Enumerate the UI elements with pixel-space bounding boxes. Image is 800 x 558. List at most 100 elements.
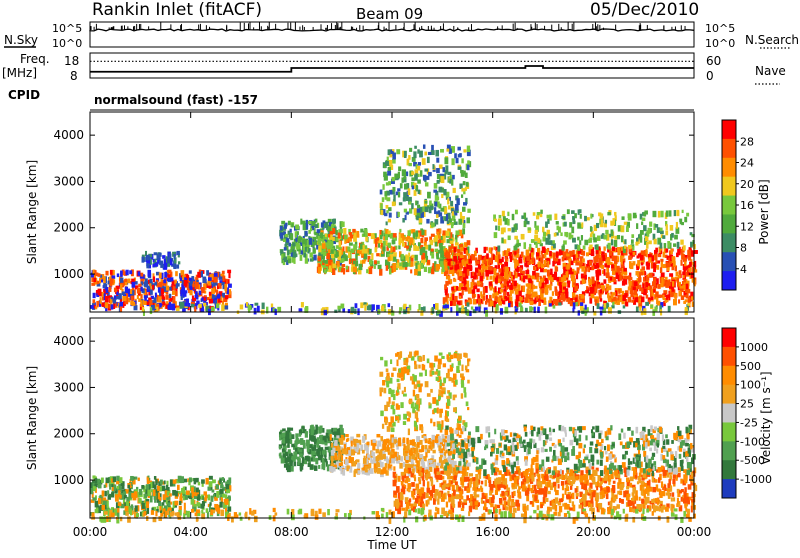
backscatter-cell: [102, 505, 105, 510]
backscatter-cell: [332, 237, 335, 241]
backscatter-cell: [467, 165, 470, 171]
backscatter-cell: [467, 407, 469, 410]
backscatter-cell: [459, 153, 461, 157]
backscatter-cell: [417, 166, 420, 171]
backscatter-cell: [674, 210, 676, 216]
backscatter-cell: [176, 283, 180, 286]
backscatter-cell: [305, 231, 308, 236]
backscatter-cell: [489, 287, 492, 291]
backscatter-cell: [331, 443, 333, 448]
backscatter-cell: [418, 365, 420, 369]
backscatter-cell: [424, 152, 427, 156]
backscatter-cell: [401, 378, 404, 381]
backscatter-cell: [654, 239, 657, 245]
backscatter-cell: [219, 276, 223, 279]
backscatter-cell: [442, 265, 445, 272]
backscatter-cell: [299, 308, 303, 311]
backscatter-cell: [295, 433, 298, 437]
backscatter-cell: [670, 291, 673, 297]
backscatter-cell: [323, 256, 325, 263]
backscatter-cell: [665, 230, 668, 235]
backscatter-cell: [411, 177, 415, 181]
backscatter-cell: [438, 389, 441, 395]
backscatter-cell: [209, 292, 212, 296]
backscatter-cell: [371, 233, 375, 239]
backscatter-cell: [445, 304, 449, 308]
backscatter-cell: [437, 174, 440, 179]
backscatter-cell: [443, 363, 446, 367]
backscatter-cell: [441, 216, 443, 221]
backscatter-cell: [403, 421, 406, 425]
backscatter-cell: [341, 258, 345, 262]
backscatter-cell: [543, 301, 546, 305]
backscatter-cell: [408, 355, 412, 358]
backscatter-cell: [621, 236, 624, 243]
backscatter-cell: [386, 210, 388, 213]
backscatter-cell: [567, 280, 571, 283]
backscatter-cell: [456, 158, 459, 163]
backscatter-cell: [191, 487, 194, 493]
backscatter-cell: [440, 149, 444, 153]
backscatter-cell: [521, 234, 525, 240]
backscatter-cell: [384, 360, 387, 366]
backscatter-cell: [287, 442, 289, 447]
backscatter-cell: [209, 502, 211, 506]
backscatter-cell: [179, 506, 182, 510]
backscatter-cell: [221, 482, 223, 487]
backscatter-cell: [508, 279, 510, 283]
backscatter-cell: [526, 250, 530, 256]
backscatter-cell: [280, 452, 282, 455]
backscatter-cell: [445, 170, 447, 173]
backscatter-cell: [445, 449, 447, 453]
backscatter-cell: [312, 451, 315, 455]
backscatter-cell: [657, 278, 659, 284]
backscatter-cell: [597, 284, 601, 288]
backscatter-cell: [555, 267, 558, 272]
backscatter-cell: [397, 212, 399, 217]
backscatter-cell: [437, 180, 440, 184]
backscatter-cell: [495, 226, 497, 231]
backscatter-cell: [281, 254, 283, 259]
backscatter-cell: [429, 200, 432, 205]
backscatter-cell: [680, 260, 682, 266]
backscatter-cell: [467, 240, 471, 245]
backscatter-cell: [461, 376, 465, 380]
freq-tick-top: 18: [64, 54, 79, 68]
backscatter-cell: [490, 276, 493, 280]
backscatter-cell: [217, 295, 221, 299]
backscatter-cell: [436, 377, 439, 381]
backscatter-cell: [624, 239, 626, 244]
backscatter-cell: [291, 257, 295, 263]
backscatter-cell: [461, 158, 463, 163]
backscatter-cell: [104, 491, 106, 497]
backscatter-cell: [678, 299, 680, 303]
backscatter-cell: [439, 409, 443, 413]
backscatter-cell: [422, 364, 424, 369]
backscatter-cell: [338, 229, 340, 232]
backscatter-cell: [503, 216, 506, 221]
backscatter-cell: [444, 272, 447, 276]
backscatter-cell: [380, 462, 384, 468]
backscatter-cell: [374, 260, 377, 264]
backscatter-cell: [331, 450, 335, 455]
backscatter-cell: [167, 278, 169, 281]
backscatter-cell: [484, 247, 487, 253]
backscatter-cell: [666, 224, 668, 230]
backscatter-cell: [316, 244, 318, 249]
backscatter-cell: [284, 224, 287, 228]
backscatter-cell: [628, 297, 632, 303]
backscatter-cell: [303, 223, 306, 230]
power-colorbar-label: Power [dB]: [757, 179, 771, 244]
backscatter-cell: [501, 283, 504, 288]
backscatter-cell: [456, 366, 459, 373]
backscatter-cell: [666, 295, 668, 300]
backscatter-cell: [458, 166, 462, 169]
backscatter-cell: [682, 271, 686, 275]
backscatter-cell: [636, 297, 638, 302]
backscatter-cell: [536, 296, 538, 301]
backscatter-cell: [378, 243, 380, 247]
backscatter-cell: [110, 279, 113, 284]
backscatter-cell: [322, 462, 325, 468]
backscatter-cell: [599, 307, 603, 310]
backscatter-cell: [585, 305, 587, 310]
